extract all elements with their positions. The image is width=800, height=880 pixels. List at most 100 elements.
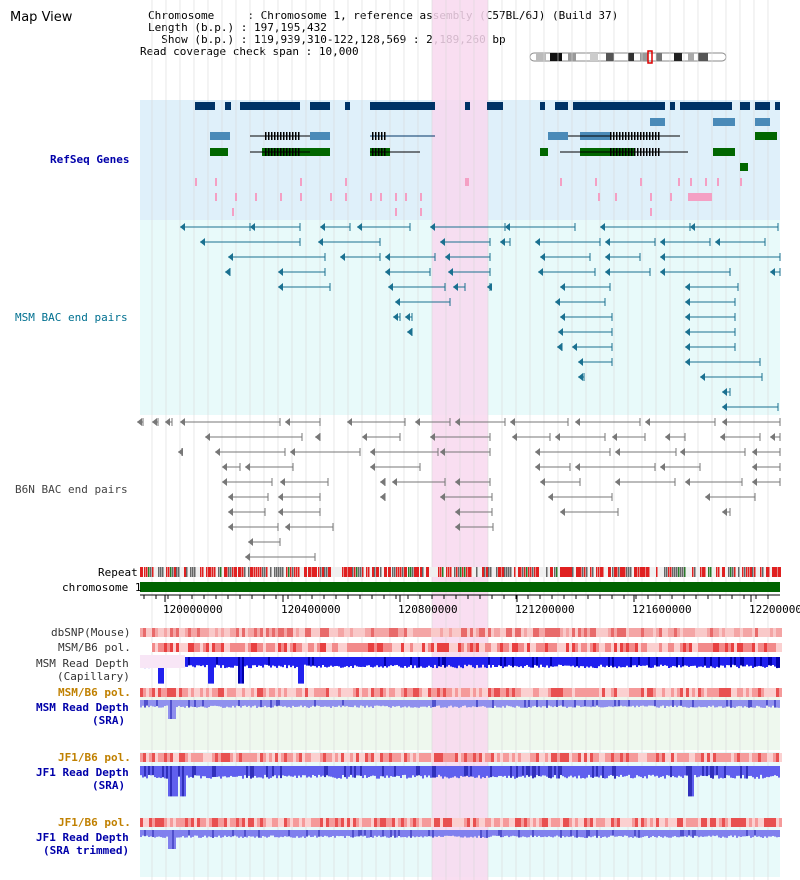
jf1-pol-cell bbox=[536, 753, 539, 762]
jf1-pol-cell bbox=[530, 753, 533, 762]
jf1-sra-depth-bar bbox=[742, 766, 744, 776]
msm-pol2-cell bbox=[287, 688, 290, 697]
jf1-pol-cell bbox=[182, 753, 185, 762]
msm-pol2-cell bbox=[599, 688, 602, 697]
msm-sra-depth-bar bbox=[178, 700, 180, 706]
repeat-feature bbox=[448, 567, 450, 577]
msm-capillary-depth-bar bbox=[688, 657, 690, 667]
msm-bac-pair-end bbox=[278, 283, 283, 291]
jf1-sra-depth-bar bbox=[754, 766, 756, 779]
jf1-pol-cell bbox=[656, 753, 659, 762]
msm-pol2-cell bbox=[767, 688, 770, 697]
msm-sra-depth-bar bbox=[162, 700, 164, 708]
dbsnp-cell bbox=[665, 628, 668, 637]
refseq-genes-label: RefSeq Genes bbox=[50, 153, 130, 166]
b6n-bac-pair-end bbox=[215, 448, 220, 456]
msm-pol-cell bbox=[218, 643, 221, 652]
jf1-pol-cell bbox=[686, 753, 689, 762]
jf1-sra-depth-bar bbox=[678, 766, 680, 776]
msm-capillary-depth-bar bbox=[594, 657, 596, 669]
msm-capillary-depth-bar bbox=[324, 657, 326, 667]
jf1-sra-depth-bar bbox=[196, 766, 198, 776]
refseq-exon bbox=[658, 148, 660, 156]
jf1-sra-depth-bar bbox=[296, 766, 298, 778]
jf1-sra-depth-bar bbox=[494, 766, 496, 778]
dbsnp-cell bbox=[143, 628, 146, 637]
jf1-pol-cell bbox=[605, 753, 608, 762]
jf1-trim-depth-bar bbox=[168, 830, 170, 849]
dbsnp-cell bbox=[767, 628, 770, 637]
jf1-trim-depth-bar bbox=[194, 830, 196, 836]
msm-pol-cell bbox=[311, 643, 314, 652]
jf1-trim-depth-bar bbox=[664, 830, 666, 837]
jf1-pol-cell bbox=[311, 753, 314, 762]
msm-bac-pair-end bbox=[407, 328, 412, 336]
refseq-exon bbox=[274, 148, 276, 156]
msm-bac-pair-end bbox=[540, 253, 545, 261]
refseq-mark bbox=[688, 193, 712, 201]
msm-sra-depth-bar bbox=[702, 700, 704, 708]
msm-sra-depth-bar bbox=[330, 700, 332, 708]
jf1-pol-cell bbox=[224, 753, 227, 762]
dbsnp-cell bbox=[500, 628, 503, 637]
jf1-pol-cell bbox=[641, 753, 644, 762]
jf1-trim-depth-bar bbox=[498, 830, 500, 836]
msm-bac-pair-end bbox=[578, 358, 583, 366]
jf1-sra-depth-bar bbox=[204, 766, 206, 777]
jf1-trim-depth-bar bbox=[200, 830, 202, 838]
jf1-pol-cell bbox=[203, 753, 206, 762]
jf1-sra-depth-bar bbox=[762, 766, 764, 779]
msm-capillary-depth-bar bbox=[366, 657, 368, 666]
jf1-sra-depth-bar bbox=[386, 766, 388, 776]
jf1-trim-depth-bar bbox=[736, 830, 738, 838]
refseq-mark bbox=[300, 178, 302, 186]
msm-pol2-cell bbox=[269, 688, 272, 697]
repeat-feature bbox=[514, 567, 516, 577]
jf1-pol2-cell bbox=[245, 818, 248, 827]
msm-pol-cell bbox=[386, 643, 389, 652]
jf1-pol-cell bbox=[218, 753, 221, 762]
jf1-sra-depth-bar bbox=[620, 766, 622, 775]
msm-bac-pair-end bbox=[660, 268, 665, 276]
msm-pol2-cell bbox=[302, 688, 305, 697]
msm-capillary-depth-bar bbox=[512, 657, 514, 668]
jf1-pol2-cell bbox=[677, 818, 680, 827]
jf1-sra-depth-bar bbox=[236, 766, 238, 777]
jf1-trim-depth-bar bbox=[552, 830, 554, 838]
jf1-trim-depth-bar bbox=[596, 830, 598, 838]
msm-sra-depth-bar bbox=[444, 700, 446, 708]
dbsnp-cell bbox=[299, 628, 302, 637]
msm-capillary-depth-bar bbox=[636, 657, 638, 668]
refseq-exon bbox=[378, 148, 380, 156]
msm-capillary-depth-bar bbox=[338, 657, 340, 667]
msm-pol2-cell bbox=[692, 688, 695, 697]
repeat-feature bbox=[408, 567, 410, 577]
jf1-pol-cell bbox=[449, 753, 452, 762]
jf1-trim-depth-bar bbox=[318, 830, 320, 837]
jf1-sra-depth-bar bbox=[154, 766, 156, 778]
msm-pol2-cell bbox=[221, 688, 224, 697]
msm-capillary-depth-bar bbox=[490, 657, 492, 668]
msm-capillary-depth-bar bbox=[564, 657, 566, 666]
jf1-trim-depth-bar bbox=[414, 830, 416, 838]
dbsnp-cell bbox=[620, 628, 623, 637]
msm-pol-cell bbox=[428, 643, 431, 652]
msm-sra-depth-bar bbox=[594, 700, 596, 707]
jf1-pol-cell bbox=[674, 753, 677, 762]
refseq-exon bbox=[655, 148, 657, 156]
msm-pol-cell bbox=[179, 643, 182, 652]
jf1-pol-cell bbox=[581, 753, 584, 762]
msm-capillary-depth-bar bbox=[678, 657, 680, 666]
jf1-sra-depth-bar bbox=[522, 766, 524, 776]
msm-capillary-depth-bar bbox=[550, 657, 552, 667]
jf1-sra-depth-bar bbox=[324, 766, 326, 778]
repeat-feature bbox=[738, 567, 740, 577]
msm-pol2-cell bbox=[545, 688, 548, 697]
jf1-trim-depth-bar bbox=[302, 830, 304, 837]
jf1-sra-depth-bar bbox=[194, 766, 196, 776]
msm-pol-cell bbox=[425, 643, 428, 652]
jf1-pol2-cell bbox=[344, 818, 347, 827]
refseq-mark bbox=[678, 178, 680, 186]
b6n-bac-pair-end bbox=[665, 433, 670, 441]
